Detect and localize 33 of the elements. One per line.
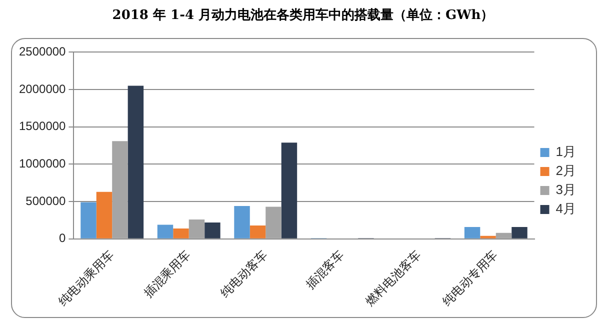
bar (496, 232, 512, 238)
bar (281, 142, 298, 238)
y-tick-label: 2000000 (19, 82, 66, 96)
bar (512, 226, 528, 238)
y-tick-label: 0 (59, 231, 66, 246)
legend-label: 1月 (556, 144, 576, 160)
bar (266, 206, 282, 238)
chart-title: 2018 年 1-4 月动力电池在各类用车中的搭载量（单位：GWh） (111, 6, 495, 24)
bar (157, 224, 174, 238)
bar (96, 192, 112, 238)
bar (464, 226, 480, 238)
bar (173, 228, 189, 238)
x-tick-label: 纯电动乘用车 (56, 248, 117, 308)
legend-label: 3月 (556, 182, 576, 198)
x-tick-label: 纯电动专用车 (440, 248, 500, 308)
legend-label: 2月 (556, 163, 576, 178)
bar (112, 141, 128, 238)
y-tick-label: 1500000 (19, 119, 66, 134)
bar (480, 236, 496, 238)
x-tick-label: 燃料电池客车 (362, 248, 424, 308)
x-tick-label: 纯电动客车 (218, 248, 270, 300)
y-tick-label: 2500000 (19, 44, 66, 59)
y-tick-label: 1000000 (19, 156, 66, 171)
bar (188, 219, 205, 238)
legend-label: 4月 (556, 201, 576, 216)
bar (204, 222, 220, 238)
bar (250, 225, 266, 238)
bar (128, 86, 144, 238)
bar (234, 206, 250, 238)
y-tick-label: 500000 (26, 194, 66, 208)
x-tick-label: 插混客车 (302, 248, 347, 292)
x-tick-label: 插混乘用车 (140, 248, 194, 300)
bar (80, 202, 96, 238)
